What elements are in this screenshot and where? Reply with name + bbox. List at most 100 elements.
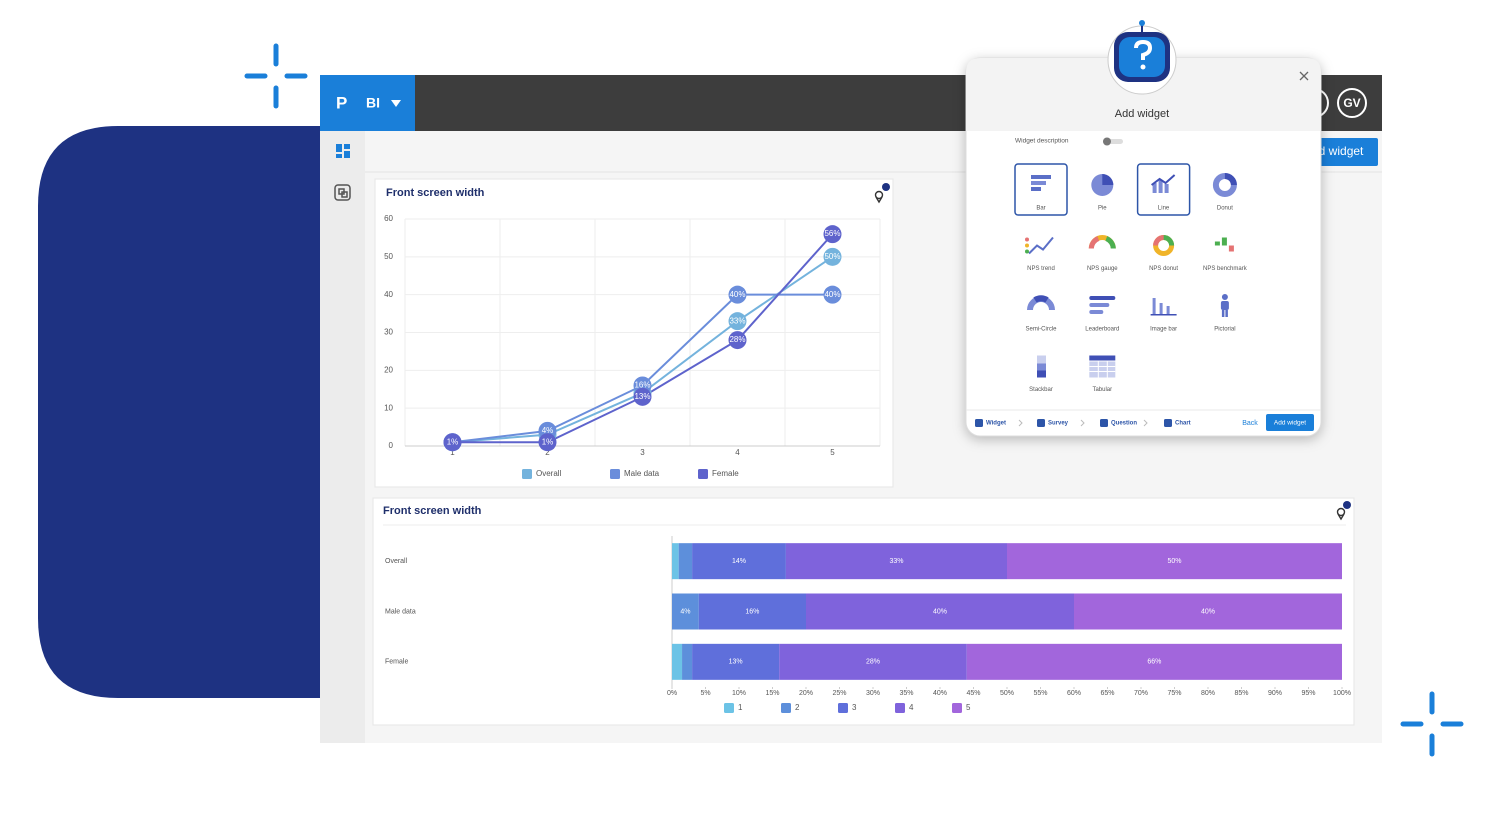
- data-label: 13%: [729, 659, 743, 666]
- pin-icon[interactable]: [1336, 501, 1352, 521]
- icon-shape: [1102, 174, 1114, 185]
- chart-title: Front screen width: [383, 505, 482, 517]
- widget-label[interactable]: Bar: [1036, 206, 1045, 212]
- legend-swatch: [838, 703, 848, 713]
- x-tick-label: 95%: [1301, 690, 1315, 697]
- widget-label[interactable]: Pie: [1098, 206, 1107, 212]
- icon-shape: [1166, 306, 1170, 314]
- data-label: 40%: [933, 608, 947, 615]
- widget-label[interactable]: Donut: [1217, 206, 1233, 212]
- modal-title: Add widget: [1115, 108, 1169, 120]
- step-icon: [1100, 419, 1108, 427]
- icon-shape: [1089, 355, 1116, 361]
- widget-icon[interactable]: [1220, 294, 1229, 317]
- data-label: 28%: [866, 659, 880, 666]
- back-button[interactable]: Back: [1242, 420, 1258, 427]
- nav-dashboard[interactable]: [336, 144, 350, 158]
- icon-shape: [1221, 237, 1227, 246]
- widget-label[interactable]: Pictorial: [1214, 327, 1235, 333]
- data-label: 40%: [1201, 608, 1215, 615]
- widget-label[interactable]: Stackbar: [1029, 387, 1053, 393]
- data-point: [728, 331, 747, 350]
- widget-label[interactable]: NPS gauge: [1087, 266, 1118, 272]
- widget-icon[interactable]: [1091, 174, 1114, 196]
- widget-icon[interactable]: [1025, 236, 1054, 255]
- x-tick-label: 1: [450, 448, 455, 457]
- widget-icon[interactable]: [1037, 355, 1046, 378]
- step-label[interactable]: Widget: [986, 421, 1006, 427]
- nav-widgets[interactable]: [334, 184, 351, 201]
- x-tick-label: 4: [735, 448, 740, 457]
- widget-icon[interactable]: [1088, 235, 1116, 249]
- step-icon: [975, 419, 983, 427]
- submit-button-label: Add widget: [1274, 420, 1306, 427]
- widget-icon[interactable]: [1027, 295, 1055, 311]
- widget-label[interactable]: NPS benchmark: [1203, 266, 1248, 272]
- widget-label[interactable]: Tabular: [1092, 387, 1112, 393]
- icon-shape: [1088, 236, 1100, 249]
- widget-label[interactable]: Leaderboard: [1085, 327, 1119, 333]
- widget-icon[interactable]: [1214, 237, 1234, 252]
- data-label: 16%: [634, 381, 650, 390]
- x-tick-label: 45%: [966, 690, 980, 697]
- icon-shape: [1150, 314, 1177, 316]
- description-label: Widget description: [1015, 138, 1069, 145]
- stepper: Widget Survey Question Chart: [975, 419, 1191, 427]
- widget-icon[interactable]: [1153, 235, 1175, 256]
- data-label: 4%: [680, 608, 690, 615]
- widget-grid: Bar Pie Line Donut NPS trend NPS gauge NPS don…: [1014, 163, 1248, 393]
- modal-close[interactable]: [1299, 71, 1309, 81]
- widget-label[interactable]: Semi-Circle: [1025, 327, 1057, 333]
- submit-button[interactable]: [1266, 414, 1314, 431]
- widget-icon[interactable]: [1089, 296, 1116, 314]
- step-chevron: [1080, 419, 1085, 427]
- widget-tile-selected[interactable]: [1136, 163, 1191, 216]
- step-label[interactable]: Chart: [1175, 421, 1191, 427]
- step-chevron: [1018, 419, 1023, 427]
- icon-shape: [1153, 235, 1164, 246]
- widget-icon[interactable]: [1089, 355, 1116, 378]
- legend-swatch: [698, 469, 708, 479]
- y-tick-label: 60: [384, 214, 393, 223]
- step-chevron: [1143, 419, 1148, 427]
- widget-label[interactable]: Image bar: [1150, 327, 1177, 333]
- data-point: [823, 285, 842, 304]
- x-tick-label: 70%: [1134, 690, 1148, 697]
- y-tick-label: Male data: [385, 608, 416, 615]
- x-tick-label: 2: [545, 448, 550, 457]
- step-label[interactable]: Question: [1111, 421, 1137, 427]
- data-label: 1%: [542, 437, 554, 446]
- widget-label[interactable]: NPS trend: [1027, 266, 1055, 272]
- x-tick-label: 65%: [1100, 690, 1114, 697]
- widget-icon[interactable]: [1212, 173, 1237, 197]
- widget-label[interactable]: Line: [1158, 206, 1170, 212]
- brand-caret[interactable]: [391, 100, 401, 107]
- x-tick-label: 50%: [1000, 690, 1014, 697]
- data-label: 4%: [542, 426, 554, 435]
- step-icon: [1164, 419, 1172, 427]
- data-label: 1%: [447, 437, 459, 446]
- data-label: 66%: [1147, 659, 1161, 666]
- step-label[interactable]: Survey: [1048, 421, 1069, 427]
- x-tick-label: 10%: [732, 690, 746, 697]
- user-avatar[interactable]: [1337, 88, 1367, 118]
- widget-icon[interactable]: [1150, 174, 1176, 193]
- pin-icon[interactable]: [874, 183, 891, 204]
- robot-icon: [1114, 20, 1170, 82]
- backdrop-shape: [38, 126, 320, 698]
- widget-icon[interactable]: [1031, 175, 1051, 191]
- x-tick-label: 0%: [667, 690, 677, 697]
- bar-segment: [698, 593, 806, 630]
- brand-name: BI: [366, 95, 380, 111]
- legend-label: Male data: [624, 469, 660, 478]
- brand-bar[interactable]: [320, 75, 415, 131]
- data-point: [633, 387, 652, 406]
- icon-shape: [1089, 361, 1116, 378]
- icon-shape: [1033, 295, 1049, 303]
- icon-shape: [1037, 355, 1046, 364]
- data-point: [538, 433, 557, 452]
- toggle-knob[interactable]: [1103, 137, 1111, 146]
- widget-icon[interactable]: [1150, 298, 1177, 316]
- legend-label: 5: [966, 703, 971, 712]
- widget-label[interactable]: NPS donut: [1149, 266, 1178, 272]
